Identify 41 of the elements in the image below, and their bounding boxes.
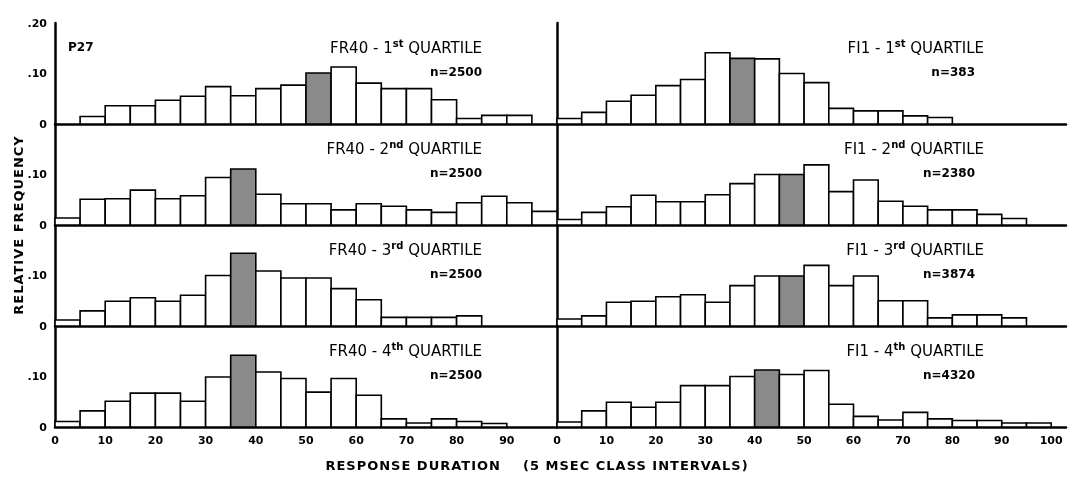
x-tick-label: 30 xyxy=(697,434,714,447)
x-tick-label: 60 xyxy=(845,434,862,447)
x-tick-label: 50 xyxy=(298,434,314,447)
x-tick-label: 100 xyxy=(1039,434,1063,447)
y-tick-label: 0 xyxy=(39,319,48,333)
x-tick-label: 70 xyxy=(398,434,415,447)
y-tick-label: .10 xyxy=(27,370,48,383)
y-tick-label: .10 xyxy=(27,67,48,80)
x-tick-label: 40 xyxy=(248,434,264,447)
x-tick-label: 40 xyxy=(747,434,763,447)
annotation: P27 xyxy=(68,40,94,54)
y-tick-label: .10 xyxy=(27,269,48,282)
x-tick-label: 30 xyxy=(197,434,214,447)
text: n=3874 xyxy=(923,267,975,281)
x-tick-label: 0 xyxy=(51,434,60,447)
y-tick-label: .20 xyxy=(27,16,48,30)
y-tick-label: .10 xyxy=(27,168,48,181)
x-tick-label: 80 xyxy=(944,434,961,447)
text: n=2500 xyxy=(430,368,482,382)
text: n=2380 xyxy=(923,166,975,180)
text: n=2500 xyxy=(430,65,482,79)
x-tick-label: 90 xyxy=(499,434,515,447)
text: n=2500 xyxy=(430,267,482,281)
x-tick-label: 50 xyxy=(796,434,813,447)
x-tick-label: 20 xyxy=(648,434,664,447)
y-tick-label: 0 xyxy=(39,420,48,434)
x-axis-title: RESPONSE DURATION (5 MSEC CLASS INTERVALS) xyxy=(324,458,750,473)
x-tick-label: 0 xyxy=(553,434,562,447)
x-tick-label: 20 xyxy=(147,434,164,447)
text: n=4320 xyxy=(923,368,975,382)
x-tick-label: 80 xyxy=(448,434,465,447)
x-tick-label: 60 xyxy=(348,434,365,447)
y-axis-title: RELATIVE FREQUENCY xyxy=(10,135,26,315)
text: n=383 xyxy=(931,65,976,79)
y-tick-label: 0 xyxy=(39,218,48,232)
x-tick-label: 10 xyxy=(598,434,615,447)
x-tick-label: 10 xyxy=(97,434,114,447)
y-tick-label: 0 xyxy=(39,117,48,131)
x-tick-label: 70 xyxy=(895,434,911,447)
x-tick-label: 90 xyxy=(994,434,1010,447)
text: n=2500 xyxy=(430,166,482,180)
